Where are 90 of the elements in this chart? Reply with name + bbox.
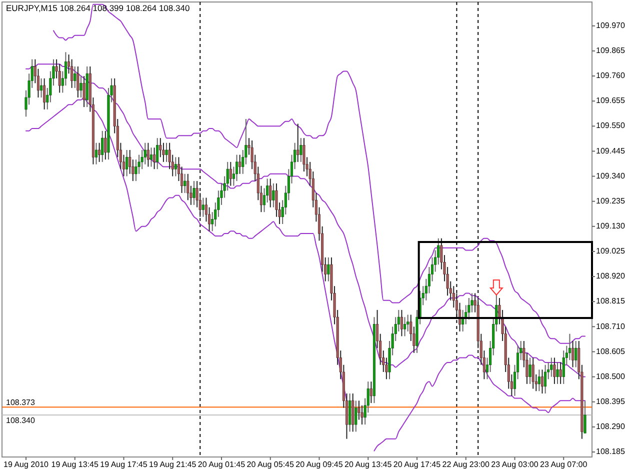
candlestick [74, 66, 76, 88]
candlestick [348, 393, 352, 432]
candlestick [76, 66, 80, 98]
candlestick [358, 400, 360, 420]
y-tick-label: 109.340 [596, 171, 625, 180]
candlestick [360, 404, 364, 426]
y-tick-label: 109.235 [596, 196, 625, 206]
x-tick-label: 20 Aug 01:45 [198, 460, 246, 469]
candlestick [236, 154, 238, 182]
x-tick-label: 20 Aug 17:45 [393, 460, 442, 469]
y-tick-label: 108.605 [596, 346, 625, 356]
candlestick [584, 400, 586, 434]
candlestick [150, 147, 153, 168]
candlestick [568, 333, 571, 361]
candlestick [352, 393, 354, 432]
y-tick-label: 108.395 [596, 396, 625, 406]
y-tick-label: 109.130 [596, 222, 625, 231]
y-tick-label: 109.970 [596, 20, 625, 30]
candlestick [94, 142, 98, 165]
candlestick [104, 130, 107, 160]
candlestick [562, 350, 565, 384]
candlestick [574, 340, 578, 368]
candlestick [300, 138, 302, 162]
candlestick [98, 142, 101, 162]
candlestick [82, 76, 86, 108]
candlestick [370, 381, 372, 404]
x-tick-label: 19 Aug 17:45 [100, 460, 148, 469]
candlestick [327, 256, 330, 282]
candlestick [58, 64, 61, 94]
y-tick-label: 109.025 [596, 246, 625, 256]
x-tick-label: 20 Aug 09:45 [296, 460, 344, 469]
y-tick-label: 109.760 [596, 71, 625, 80]
y-tick-label: 108.710 [596, 322, 625, 331]
y-tick-label: 108.920 [596, 272, 625, 281]
candlestick [70, 58, 74, 88]
candlestick [43, 78, 46, 110]
ref-line-label: 108.340 [6, 416, 36, 425]
candlestick [202, 197, 204, 218]
candlestick [192, 180, 196, 206]
candlestick [159, 138, 162, 158]
candlestick [553, 357, 556, 384]
candlestick [296, 123, 300, 162]
candlestick [532, 357, 534, 390]
candlestick [556, 362, 559, 384]
candlestick [162, 142, 165, 162]
candlestick [572, 340, 574, 368]
y-tick-label: 108.500 [596, 372, 625, 381]
y-tick-label: 108.815 [596, 296, 625, 306]
candlestick [540, 369, 544, 394]
candlestick [40, 78, 43, 98]
candlestick [354, 400, 358, 432]
ref-line-label: 108.373 [6, 398, 36, 408]
candlestick [404, 316, 406, 337]
candlestick [528, 357, 532, 384]
candlestick [538, 369, 540, 392]
candlestick [153, 147, 156, 170]
candlestick [559, 362, 562, 384]
x-tick-label: 19 Aug 2010 [4, 460, 50, 469]
candlestick [156, 138, 159, 170]
x-tick-label: 23 Aug 03:00 [491, 460, 539, 469]
candlestick [544, 364, 547, 394]
candlestick [144, 142, 146, 165]
x-tick-label: 22 Aug 23:00 [442, 460, 490, 469]
x-tick-label: 19 Aug 21:45 [149, 460, 197, 469]
y-tick-label: 108.185 [596, 447, 625, 456]
y-tick-label: 109.865 [596, 46, 625, 56]
candlestick [101, 130, 104, 162]
candlestick [165, 142, 168, 162]
candlestick [134, 159, 138, 182]
y-tick-label: 108.290 [596, 422, 625, 432]
y-tick-label: 109.550 [596, 121, 625, 130]
x-tick-label: 20 Aug 05:45 [246, 460, 294, 469]
candlestick [184, 173, 186, 194]
candlestick [400, 309, 403, 337]
candlestick [126, 150, 128, 177]
candlestick [174, 156, 177, 177]
candlestick [80, 76, 82, 98]
x-tick-label: 20 Aug 13:45 [344, 460, 392, 469]
candlestick [238, 154, 242, 174]
y-tick-label: 109.445 [596, 146, 625, 156]
candlestick [406, 314, 410, 332]
candlestick [146, 142, 150, 168]
candlestick [269, 178, 272, 208]
x-tick-label: 19 Aug 13:45 [51, 460, 100, 469]
candlestick [229, 161, 232, 186]
y-tick-label: 109.655 [596, 96, 625, 106]
candlestick [186, 173, 190, 201]
candlestick [550, 357, 553, 378]
candlestick [272, 182, 275, 208]
x-tick-label: 23 Aug 07:00 [540, 460, 588, 469]
